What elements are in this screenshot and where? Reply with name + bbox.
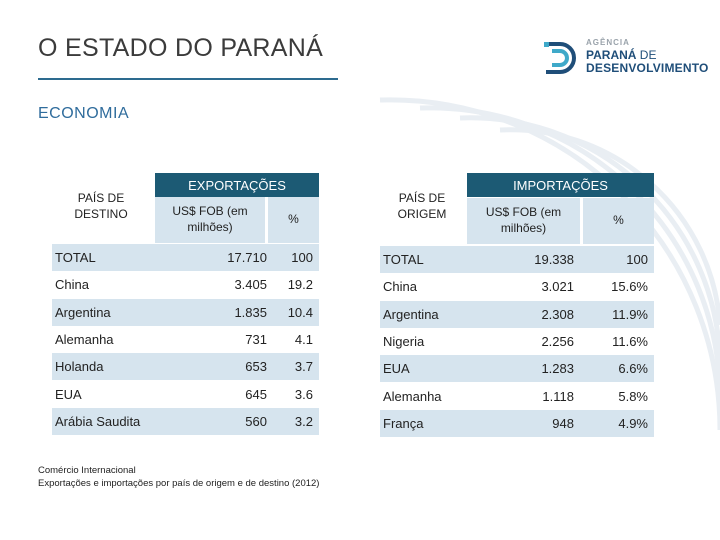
imports-value-cell: 2.256 <box>541 333 574 349</box>
imports-table-row: EUA 1.283 6.6% <box>380 355 654 383</box>
exports-pct-cell: 4.1 <box>294 331 313 347</box>
source-note: Comércio Internacional Exportações e imp… <box>38 465 319 491</box>
exports-group-header-text: EXPORTAÇÕES <box>188 177 286 193</box>
imports-pct-col-header-text: % <box>613 213 624 228</box>
logo-line-1: AGÊNCIA <box>586 38 630 47</box>
imports-country-header: PAÍS DE ORIGEM <box>382 190 462 222</box>
logo-line-2b: DE <box>636 48 657 62</box>
imports-value-cell: 2.308 <box>541 306 574 322</box>
exports-pct-col-header: % <box>268 197 319 243</box>
title-underline <box>38 78 338 80</box>
exports-table-row: Alemanha 731 4.1 <box>52 326 319 353</box>
exports-table-row: Arábia Saudita 560 3.2 <box>52 407 319 435</box>
exports-table-row: Argentina 1.835 10.4 <box>52 298 319 326</box>
source-note-line-1: Comércio Internacional <box>38 465 136 476</box>
exports-pct-cell: 3.2 <box>294 413 313 429</box>
exports-pct-cell: 19.2 <box>287 277 313 293</box>
imports-value-cell: 3.021 <box>541 279 574 295</box>
exports-table-row: Holanda 653 3.7 <box>52 353 319 381</box>
imports-pct-cell: 11.6% <box>612 333 648 349</box>
exports-table-row: EUA 645 3.6 <box>52 381 319 408</box>
imports-country-cell: Nigeria <box>383 333 425 349</box>
exports-country-cell: Argentina <box>55 304 111 320</box>
imports-country-header-text: PAÍS DE ORIGEM <box>397 191 447 222</box>
exports-value-cell: 645 <box>245 386 267 402</box>
exports-value-col-header: US$ FOB (em milhões) <box>155 197 265 243</box>
imports-value-cell: 1.118 <box>542 388 574 404</box>
exports-pct-col-header-text: % <box>288 212 299 227</box>
exports-country-cell: Arábia Saudita <box>55 413 141 429</box>
exports-country-cell: EUA <box>55 386 82 402</box>
imports-value-cell: 948 <box>552 415 574 431</box>
exports-table-row: China 3.405 19.2 <box>52 271 319 298</box>
imports-pct-cell: 11.9% <box>612 306 648 322</box>
imports-pct-col-header: % <box>583 198 654 244</box>
imports-value-cell: 1.283 <box>541 361 574 377</box>
exports-country-cell: TOTAL <box>55 250 96 265</box>
imports-pct-cell: 100 <box>626 252 648 267</box>
exports-table-row: TOTAL 17.710 100 <box>52 244 319 271</box>
imports-table-row: TOTAL 19.338 100 <box>380 246 654 273</box>
imports-table-row: Nigeria 2.256 11.6% <box>380 328 654 355</box>
imports-pct-cell: 15.6% <box>611 279 648 295</box>
imports-country-cell: Alemanha <box>383 388 442 404</box>
exports-value-cell: 1.835 <box>234 304 267 320</box>
imports-pct-cell: 6.6% <box>618 361 648 377</box>
imports-value-col-header: US$ FOB (em milhões) <box>467 198 580 244</box>
imports-country-cell: Argentina <box>383 306 439 322</box>
exports-pct-cell: 100 <box>291 250 313 265</box>
exports-country-header: PAÍS DE DESTINO <box>56 190 146 222</box>
agency-logo-mark-icon <box>544 42 576 74</box>
exports-country-cell: Holanda <box>55 359 104 375</box>
exports-value-cell: 3.405 <box>234 277 267 293</box>
logo-line-3: DESENVOLVIMENTO <box>586 61 709 75</box>
exports-pct-cell: 3.7 <box>294 359 313 375</box>
imports-table-row: China 3.021 15.6% <box>380 273 654 300</box>
exports-group-header: EXPORTAÇÕES <box>155 173 319 197</box>
exports-country-header-text: PAÍS DE DESTINO <box>74 191 128 222</box>
imports-country-cell: França <box>383 415 424 431</box>
exports-value-col-header-text: US$ FOB (em milhões) <box>172 204 248 234</box>
imports-pct-cell: 5.8% <box>618 388 648 404</box>
imports-value-col-header-text: US$ FOB (em milhões) <box>485 205 562 235</box>
imports-pct-cell: 4.9% <box>618 415 648 431</box>
imports-table-row: França 948 4.9% <box>380 409 654 437</box>
logo-line-2a: PARANÁ <box>586 48 637 62</box>
agency-logo: AGÊNCIA PARANÁ DE DESENVOLVIMENTO <box>542 38 712 78</box>
exports-value-cell: 731 <box>245 331 267 347</box>
exports-country-cell: China <box>55 277 89 293</box>
exports-value-cell: 17.710 <box>227 250 267 265</box>
exports-value-cell: 653 <box>245 359 267 375</box>
imports-country-cell: China <box>383 279 417 295</box>
exports-pct-cell: 10.4 <box>287 304 313 320</box>
imports-country-cell: TOTAL <box>383 252 424 267</box>
source-note-line-2: Exportações e importações por país de or… <box>38 477 320 489</box>
imports-value-cell: 19.338 <box>534 252 574 267</box>
imports-table-row: Argentina 2.308 11.9% <box>380 300 654 328</box>
imports-country-cell: EUA <box>383 361 410 377</box>
exports-country-cell: Alemanha <box>55 331 114 347</box>
exports-pct-cell: 3.6 <box>294 386 313 402</box>
imports-group-header-text: IMPORTAÇÕES <box>513 177 608 193</box>
page-title: O ESTADO DO PARANÁ <box>38 34 324 62</box>
imports-table-row: Alemanha 1.118 5.8% <box>380 383 654 410</box>
imports-group-header: IMPORTAÇÕES <box>467 173 654 197</box>
page-subtitle: ECONOMIA <box>38 105 130 122</box>
exports-value-cell: 560 <box>245 413 267 429</box>
